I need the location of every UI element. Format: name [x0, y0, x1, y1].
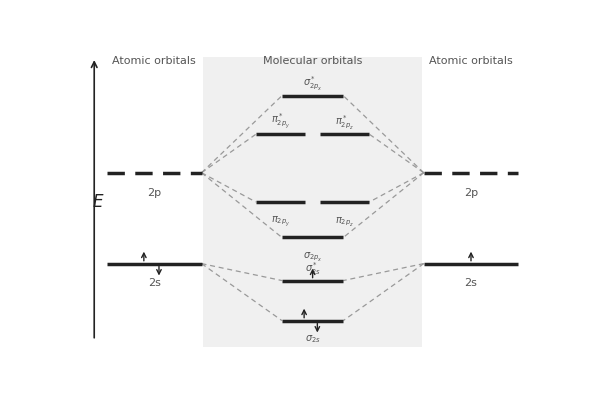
Bar — [203, 57, 422, 347]
Text: Atomic orbitals: Atomic orbitals — [429, 56, 513, 66]
Text: $\sigma_{2p_x}$: $\sigma_{2p_x}$ — [303, 250, 323, 263]
Text: $\pi_{2p_z}$: $\pi_{2p_z}$ — [336, 215, 354, 228]
Text: 2s: 2s — [465, 278, 478, 288]
Text: Molecular orbitals: Molecular orbitals — [263, 56, 362, 66]
Text: $\sigma^*_{2p_x}$: $\sigma^*_{2p_x}$ — [303, 74, 323, 92]
Text: Atomic orbitals: Atomic orbitals — [112, 56, 196, 66]
Text: 2p: 2p — [147, 188, 161, 198]
Text: $\sigma^*_{2s}$: $\sigma^*_{2s}$ — [304, 260, 321, 277]
Text: $\pi^*_{2p_y}$: $\pi^*_{2p_y}$ — [271, 112, 290, 130]
Text: $\sigma_{2s}$: $\sigma_{2s}$ — [304, 334, 321, 345]
Text: 2s: 2s — [148, 278, 160, 288]
Text: $\pi^*_{2p_z}$: $\pi^*_{2p_z}$ — [336, 113, 354, 130]
Text: 2p: 2p — [464, 188, 478, 198]
Text: $\pi_{2p_y}$: $\pi_{2p_y}$ — [271, 215, 290, 229]
Text: E: E — [93, 193, 103, 211]
